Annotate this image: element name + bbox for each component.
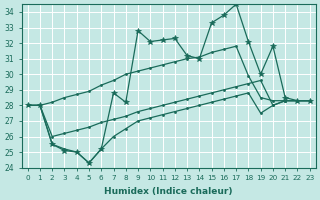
X-axis label: Humidex (Indice chaleur): Humidex (Indice chaleur) bbox=[104, 187, 233, 196]
